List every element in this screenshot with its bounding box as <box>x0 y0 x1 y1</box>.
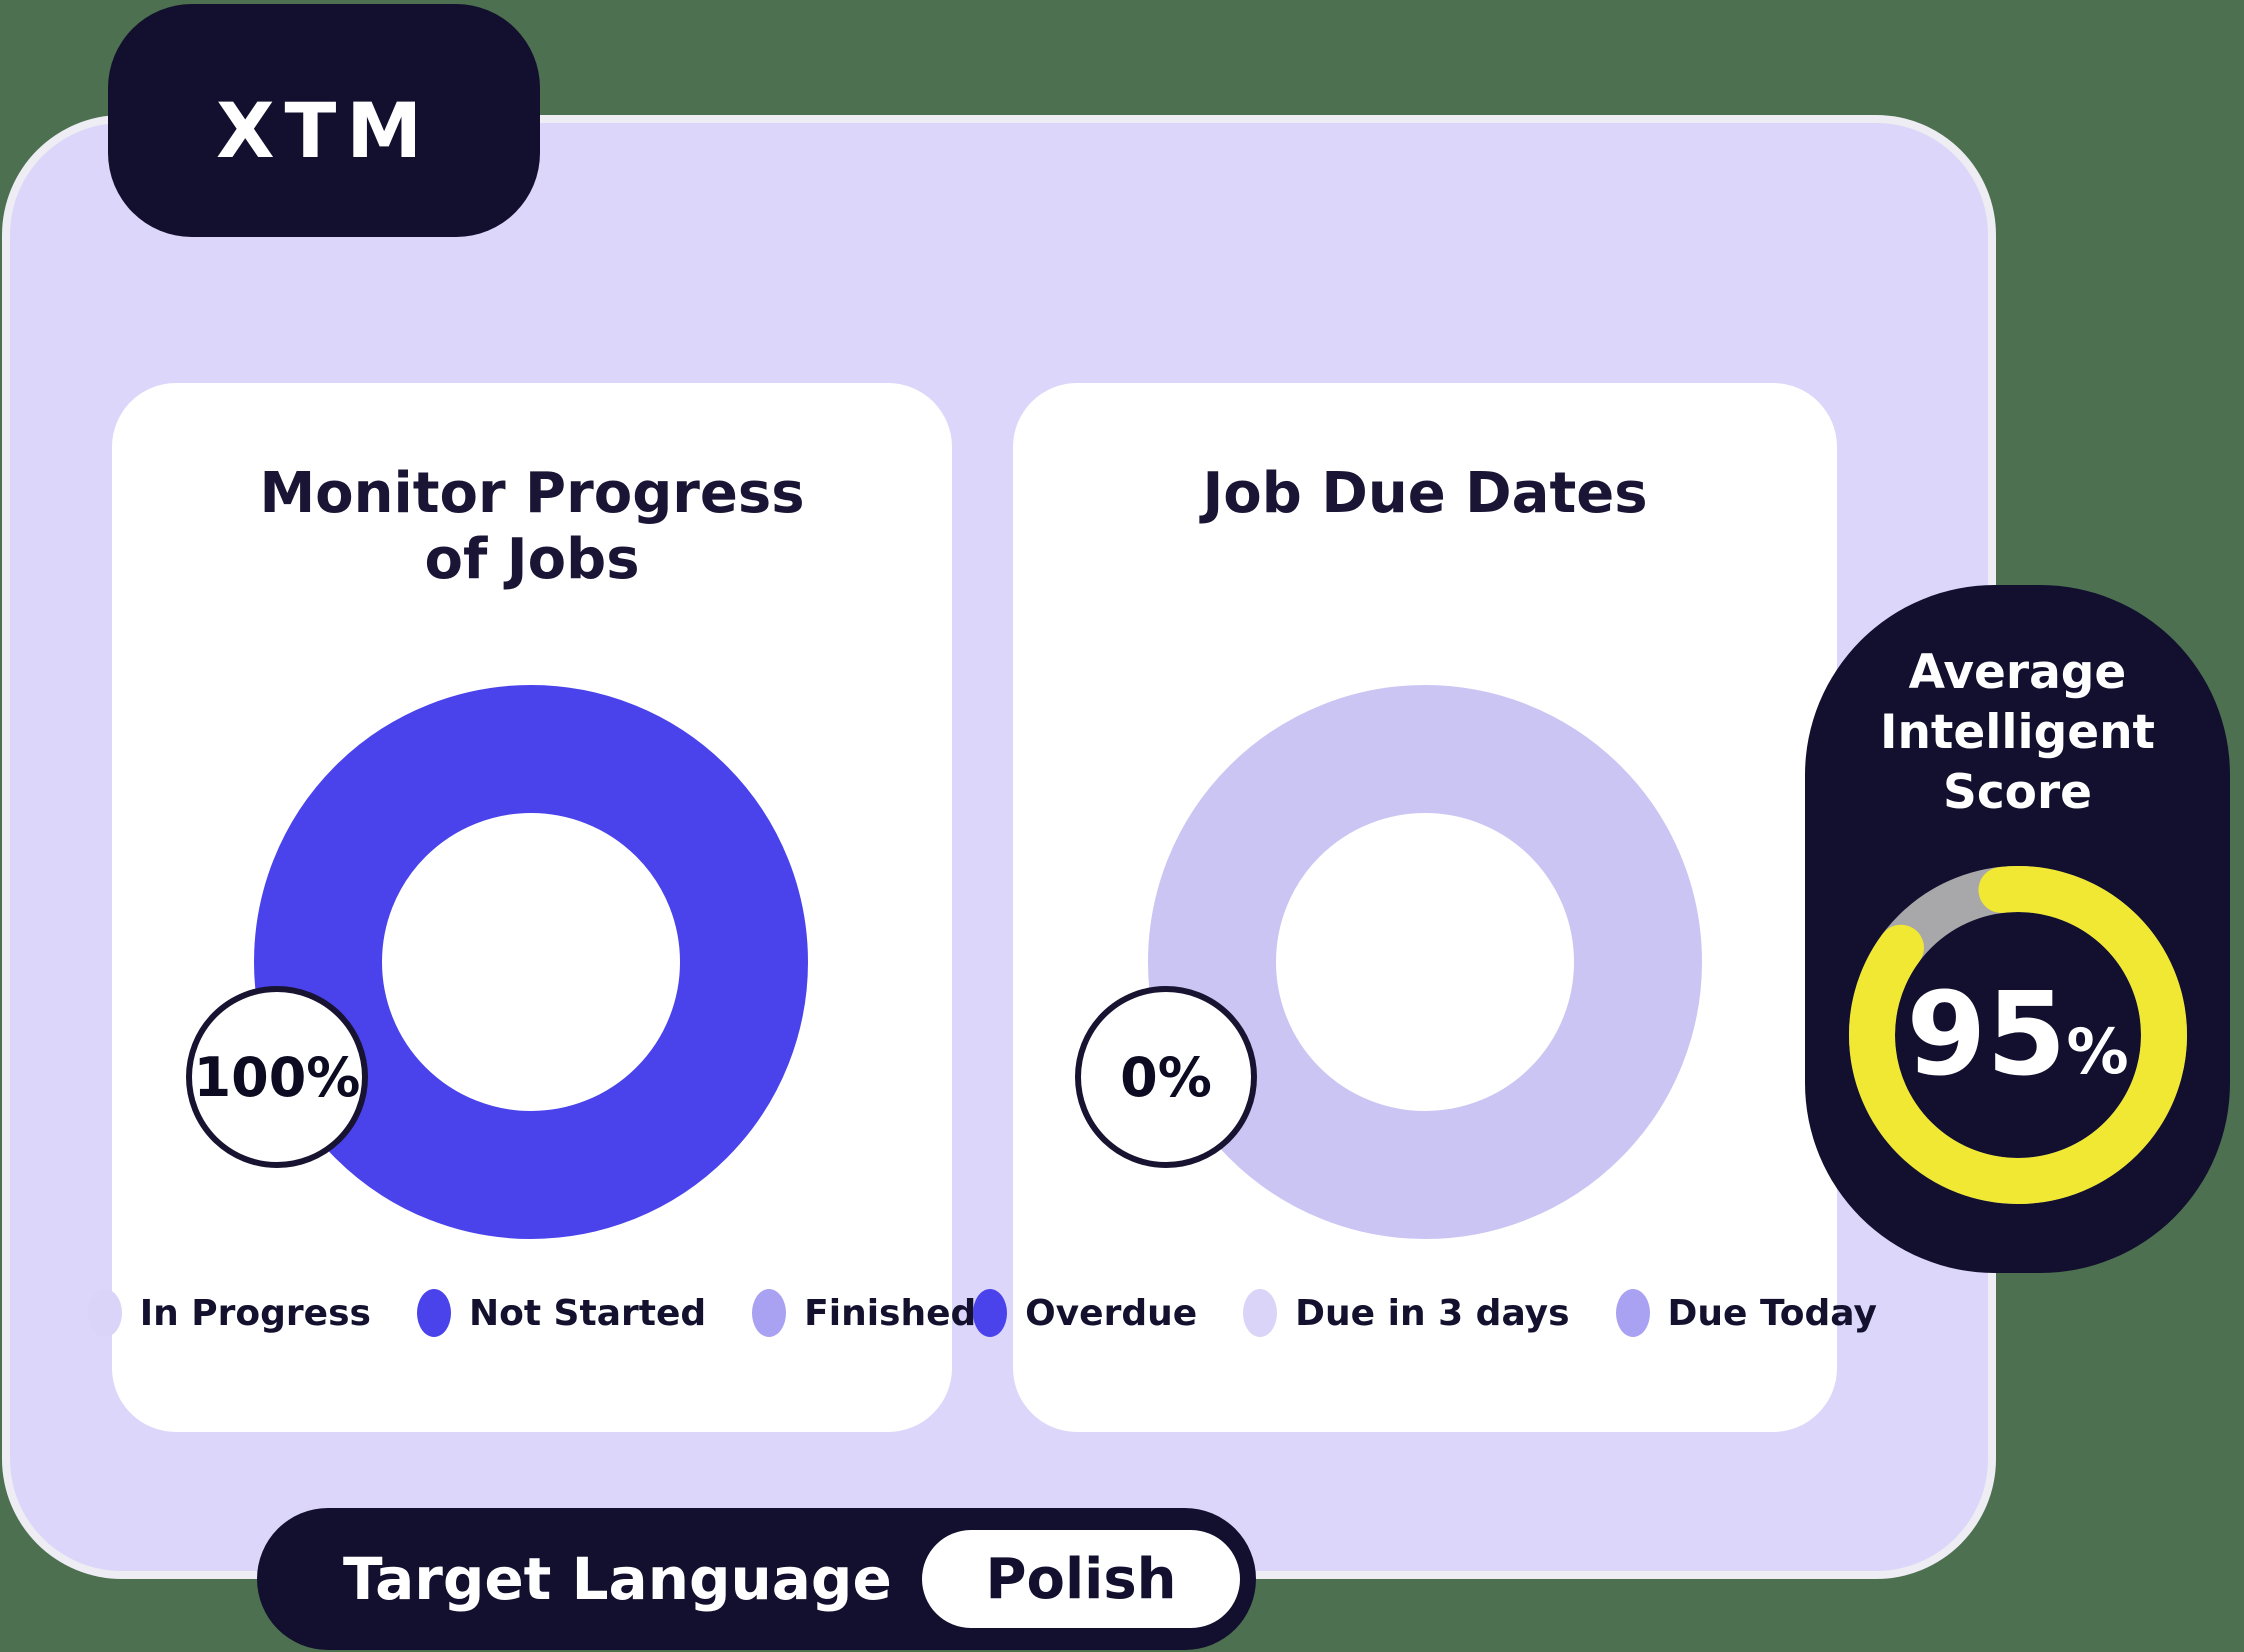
progress-percentage-badge: 100% <box>186 986 368 1168</box>
score-value: 95 % <box>1805 965 2230 1105</box>
legend-dot-due-in-3-days <box>1243 1289 1278 1337</box>
legend-due-dates: Overdue Due in 3 days Due Today <box>973 1289 1877 1337</box>
donut-chart-progress <box>254 685 808 1239</box>
legend-dot-in-progress <box>87 1289 122 1337</box>
title-line-1: Monitor Progress <box>259 461 805 526</box>
legend-label-due-in-3-days: Due in 3 days <box>1295 1292 1570 1334</box>
legend-dot-due-today <box>1615 1289 1650 1337</box>
card-title-monitor-progress: Monitor Progress of Jobs <box>112 461 952 592</box>
title-line-1: Job Due Dates <box>1202 461 1648 526</box>
target-language-label: Target Language <box>343 1545 892 1613</box>
score-gauge-ring <box>1849 866 2187 1204</box>
legend-label-in-progress: In Progress <box>139 1292 371 1334</box>
title-line-2: of Jobs <box>424 526 640 592</box>
card-job-due-dates: Job Due Dates 0% Overdue Due in 3 days D… <box>973 383 1877 1432</box>
legend-dot-overdue <box>973 1289 1008 1337</box>
legend-label-overdue: Overdue <box>1025 1292 1198 1334</box>
average-intelligent-score-badge: Average Intelligent Score 95 % <box>1805 585 2230 1273</box>
legend-dot-not-started <box>416 1289 451 1337</box>
legend-label-due-today: Due Today <box>1667 1292 1877 1334</box>
target-language-value: Polish <box>985 1546 1177 1612</box>
card-monitor-progress: Monitor Progress of Jobs 100% In Progres… <box>87 383 976 1432</box>
legend-label-finished: Finished <box>804 1292 977 1334</box>
xtm-logo-badge: xtm <box>108 4 540 237</box>
legend-item-in-progress: In Progress <box>87 1289 371 1337</box>
target-language-pill[interactable]: Polish <box>922 1530 1240 1628</box>
legend-item-finished: Finished <box>752 1289 976 1337</box>
card-title-job-due-dates: Job Due Dates <box>1013 461 1837 527</box>
legend-item-not-started: Not Started <box>416 1289 707 1337</box>
legend-item-overdue: Overdue <box>973 1289 1197 1337</box>
legend-item-due-today: Due Today <box>1615 1289 1877 1337</box>
legend-dot-finished <box>752 1289 787 1337</box>
due-percentage-badge: 0% <box>1075 986 1257 1168</box>
legend-progress: In Progress Not Started Finished <box>87 1289 976 1337</box>
legend-item-due-in-3-days: Due in 3 days <box>1243 1289 1570 1337</box>
target-language-bar: Target Language Polish <box>257 1508 1256 1650</box>
score-title: Average Intelligent Score <box>1879 645 2156 821</box>
score-percent-sign: % <box>2066 1015 2129 1088</box>
donut-chart-due-dates <box>1148 685 1702 1239</box>
xtm-logo: xtm <box>215 57 433 183</box>
legend-label-not-started: Not Started <box>468 1292 707 1334</box>
score-number: 95 <box>1906 967 2067 1102</box>
gauge-progress-arc <box>1849 866 2187 1204</box>
